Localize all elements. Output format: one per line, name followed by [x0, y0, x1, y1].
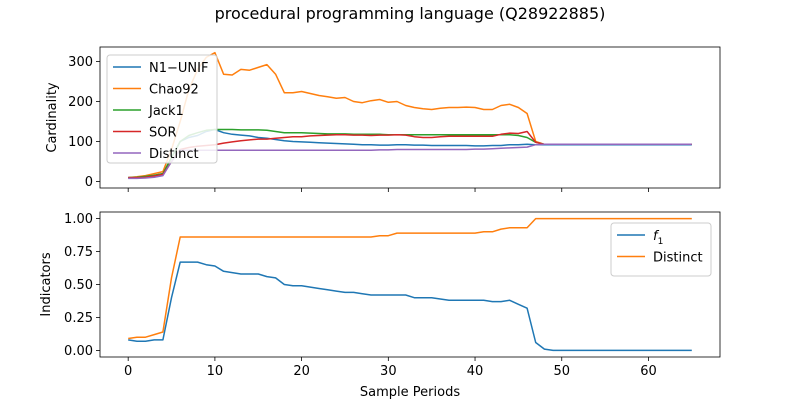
plot-frame	[99, 46, 721, 189]
y-tick-label: 0.50	[64, 278, 93, 293]
figure-title: procedural programming language (Q289228…	[215, 4, 606, 23]
legend-label-1: Chao92	[149, 83, 199, 98]
legend-label-0: f1	[653, 229, 663, 247]
y-tick-label: 100	[68, 135, 93, 150]
y-tick-label: 300	[68, 55, 93, 70]
x-tick-label: 40	[467, 364, 484, 379]
y-tick-label: 1.00	[64, 212, 93, 227]
x-tick-label: 60	[640, 364, 657, 379]
x-tick-label: 30	[380, 364, 397, 379]
series-line-4	[128, 143, 692, 180]
legend-label-4: Distinct	[149, 147, 199, 162]
y-axis-label: Indicators	[39, 252, 54, 316]
legend-label-0: N1−UNIF	[149, 61, 208, 76]
x-tick-label: 0	[124, 364, 132, 379]
y-tick-label: 0	[85, 175, 93, 190]
y-axis-label: Cardinality	[45, 82, 60, 153]
cardinality-panel: 0 100 200 300 Cardinality N1−UNIF Chao92 Jack1 S…	[45, 46, 721, 192]
legend: f1 Distinct	[610, 222, 712, 277]
series-line-1	[128, 217, 692, 340]
legend-label-1: Distinct	[653, 251, 703, 266]
series-line-0	[128, 261, 692, 352]
legend-label-main: f	[653, 229, 660, 244]
legend-box	[610, 222, 712, 277]
legend: N1−UNIF Chao92 Jack1 SOR Distinct	[106, 54, 218, 164]
y-tick-label: 0.00	[64, 344, 93, 359]
indicators-panel: 0 10 20 30 40 50 60 0.00 0.25 0.50 0.75 1.00 Indicat…	[39, 211, 721, 400]
x-tick-label: 10	[207, 364, 224, 379]
x-tick-label: 50	[553, 364, 570, 379]
y-tick-label: 200	[68, 95, 93, 110]
legend-label-3: SOR	[149, 126, 177, 141]
y-tick-label: 0.75	[64, 245, 93, 260]
y-tick-label: 0.25	[64, 311, 93, 326]
legend-label-sub: 1	[658, 237, 664, 247]
legend-box	[106, 54, 218, 164]
x-tick-label: 20	[293, 364, 310, 379]
legend-label-2: Jack1	[148, 104, 184, 119]
x-axis-label: Sample Periods	[360, 385, 460, 400]
